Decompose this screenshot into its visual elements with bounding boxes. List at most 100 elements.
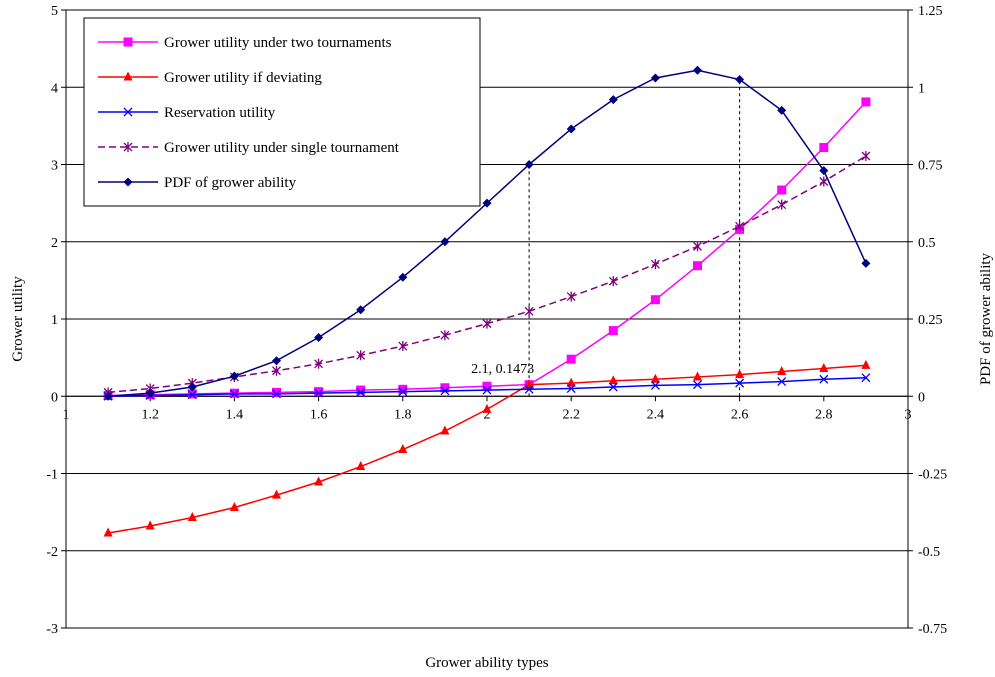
data-point-3-17-shape: [819, 176, 829, 187]
data-point-2-4: [272, 389, 281, 399]
y-axis-title: Grower utility: [10, 276, 26, 362]
legend-label: Grower utility under two tournaments: [164, 35, 392, 51]
data-point-3-8-shape: [440, 330, 450, 341]
x-tick-label: 2.2: [562, 407, 580, 422]
legend-marker-0: [123, 37, 133, 47]
data-point-2-2-shape: [187, 390, 197, 400]
y-tick-label: 0: [51, 390, 58, 405]
data-point-1-16-shape: [777, 366, 787, 376]
data-point-1-1-shape: [145, 520, 155, 530]
y-tick-label: 4: [51, 81, 58, 96]
data-point-4-18-shape: [861, 258, 871, 268]
data-point-3-13-shape: [650, 259, 660, 270]
data-point-2-3: [229, 389, 239, 399]
y-tick-label: -1: [46, 468, 58, 483]
data-point-2-15: [735, 378, 745, 388]
data-point-1-10: [524, 379, 534, 389]
data-point-0-4-shape: [272, 387, 281, 397]
data-point-4-5: [314, 333, 324, 343]
data-point-1-14: [693, 371, 702, 381]
data-point-2-17: [819, 374, 829, 384]
data-point-3-9: [482, 318, 492, 329]
data-point-1-5-shape: [314, 476, 324, 486]
data-point-1-16: [777, 366, 787, 376]
data-point-3-16: [777, 199, 787, 210]
data-point-2-10: [524, 384, 534, 394]
data-point-1-13: [650, 373, 660, 383]
data-point-3-5-shape: [314, 358, 324, 369]
data-point-0-11-shape: [566, 354, 576, 364]
data-point-2-16-shape: [777, 377, 787, 387]
data-point-4-17: [819, 166, 829, 176]
data-point-1-0-shape: [103, 527, 113, 537]
data-point-3-7: [398, 341, 408, 352]
data-point-3-6-shape: [356, 350, 366, 361]
data-point-1-0: [103, 527, 113, 537]
data-point-1-2-shape: [187, 512, 197, 522]
y-tick-label: 2: [51, 236, 58, 251]
data-point-4-9: [482, 198, 492, 208]
legend-label: Grower utility under single tournament: [164, 140, 400, 156]
y2-axis-title: PDF of grower ability: [978, 252, 994, 385]
data-point-0-8-shape: [440, 383, 450, 393]
data-point-4-1-shape: [145, 388, 155, 398]
data-point-2-16: [777, 377, 787, 387]
data-point-3-18: [861, 151, 871, 162]
data-point-1-11: [566, 377, 576, 387]
data-point-3-10-shape: [524, 306, 534, 317]
data-point-3-14: [693, 241, 702, 252]
data-point-3-10: [524, 306, 534, 317]
data-point-0-4: [272, 387, 281, 397]
data-point-4-6-shape: [356, 305, 366, 315]
data-point-4-18: [861, 258, 871, 268]
y-tick-label: -2: [46, 545, 58, 560]
legend-marker-1: [123, 71, 133, 81]
y-tick-label: 5: [51, 4, 58, 19]
data-point-4-8-shape: [440, 237, 450, 247]
data-point-0-5: [314, 387, 324, 397]
data-point-4-14-shape: [693, 65, 702, 75]
data-point-0-12-shape: [608, 326, 618, 336]
data-point-4-3: [229, 371, 239, 381]
data-point-0-17: [819, 143, 829, 153]
x-tick-label: 1.2: [141, 407, 159, 422]
data-point-4-5-shape: [314, 333, 324, 343]
data-point-1-14-shape: [693, 371, 702, 381]
y2-tick-label: 0.25: [918, 313, 943, 328]
data-point-2-18: [861, 373, 871, 383]
data-point-4-6: [356, 305, 366, 315]
data-point-2-4-shape: [272, 389, 281, 399]
data-point-1-13-shape: [650, 373, 660, 383]
data-point-0-5-shape: [314, 387, 324, 397]
legend-marker-4: [123, 177, 133, 187]
data-point-1-7: [398, 444, 408, 454]
y2-tick-label: -0.5: [918, 545, 940, 560]
legend-marker-2: [123, 107, 133, 117]
data-point-4-7: [398, 272, 408, 282]
x-tick-label: 1.4: [226, 407, 244, 422]
data-point-2-18-shape: [861, 373, 871, 383]
y-tick-label: 3: [51, 159, 58, 174]
data-point-4-0-shape: [103, 391, 113, 401]
x-tick-label: 1.6: [310, 407, 328, 422]
data-point-2-15-shape: [735, 378, 745, 388]
y2-tick-label: 1: [918, 81, 925, 96]
data-point-0-16: [777, 185, 787, 195]
data-point-2-9-shape: [482, 385, 492, 395]
y2-tick-label: 0.75: [918, 159, 943, 174]
data-point-4-12-shape: [608, 95, 618, 105]
legend-marker-0-shape: [123, 37, 133, 47]
data-point-4-7-shape: [398, 272, 408, 282]
point-annotation: 2.1, 0.1473: [471, 362, 534, 377]
data-point-2-8-shape: [440, 386, 450, 396]
legend-label: PDF of grower ability: [164, 175, 297, 191]
data-point-1-3-shape: [229, 501, 239, 511]
legend-label: Grower utility if deviating: [164, 70, 322, 86]
data-point-3-13: [650, 259, 660, 270]
data-point-3-4-shape: [272, 365, 281, 376]
data-point-3-11: [566, 291, 576, 302]
data-point-0-13: [650, 295, 660, 305]
data-point-0-6: [356, 385, 366, 395]
data-point-0-14-shape: [693, 261, 702, 271]
y2-tick-label: 1.25: [918, 4, 943, 19]
